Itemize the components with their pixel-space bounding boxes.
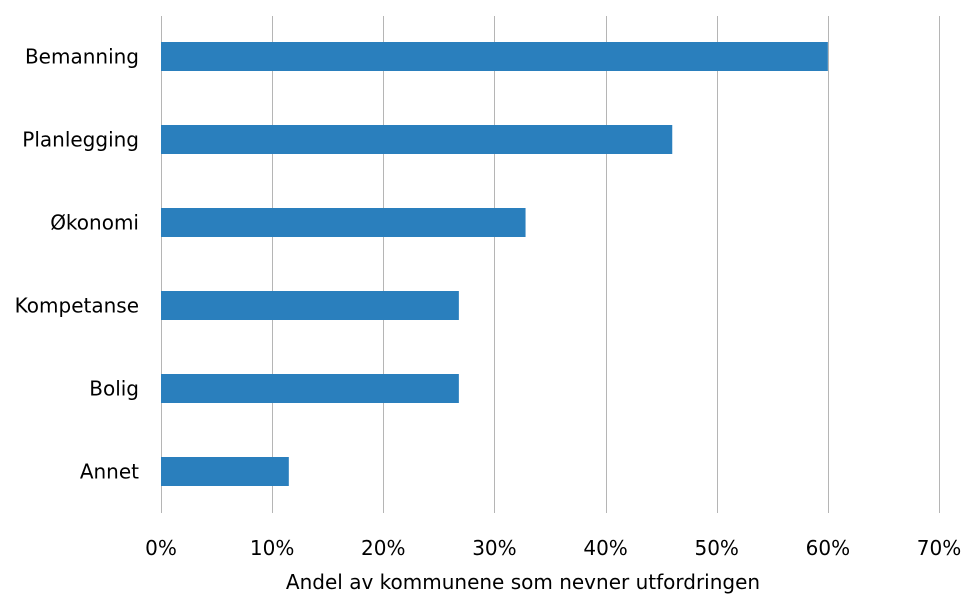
gridlines (162, 16, 940, 513)
category-label: Annet (80, 460, 139, 484)
bar (161, 374, 459, 403)
category-label: Økonomi (50, 211, 139, 235)
x-axis-title: Andel av kommunene som nevner utfordring… (286, 570, 760, 594)
bar (161, 457, 289, 486)
x-tick-label: 40% (583, 536, 627, 560)
bar (161, 125, 672, 154)
x-tick-label: 10% (250, 536, 294, 560)
x-tick-label: 0% (145, 536, 177, 560)
x-tick-label: 30% (472, 536, 516, 560)
x-tick-label: 20% (361, 536, 405, 560)
bar (161, 291, 459, 320)
x-tick-label: 60% (806, 536, 850, 560)
category-label: Planlegging (22, 128, 139, 152)
x-tick-label: 50% (694, 536, 738, 560)
category-label: Bemanning (25, 45, 139, 69)
bar (161, 208, 526, 237)
x-tick-label: 70% (917, 536, 961, 560)
category-labels: Bemanning Planlegging Økonomi Kompetanse Bol… (15, 45, 139, 484)
category-label: Kompetanse (15, 294, 139, 318)
x-tick-labels: 0% 10% 20% 30% 40% 50% 60% 70% (145, 536, 961, 560)
category-label: Bolig (89, 377, 139, 401)
bar (161, 42, 828, 71)
